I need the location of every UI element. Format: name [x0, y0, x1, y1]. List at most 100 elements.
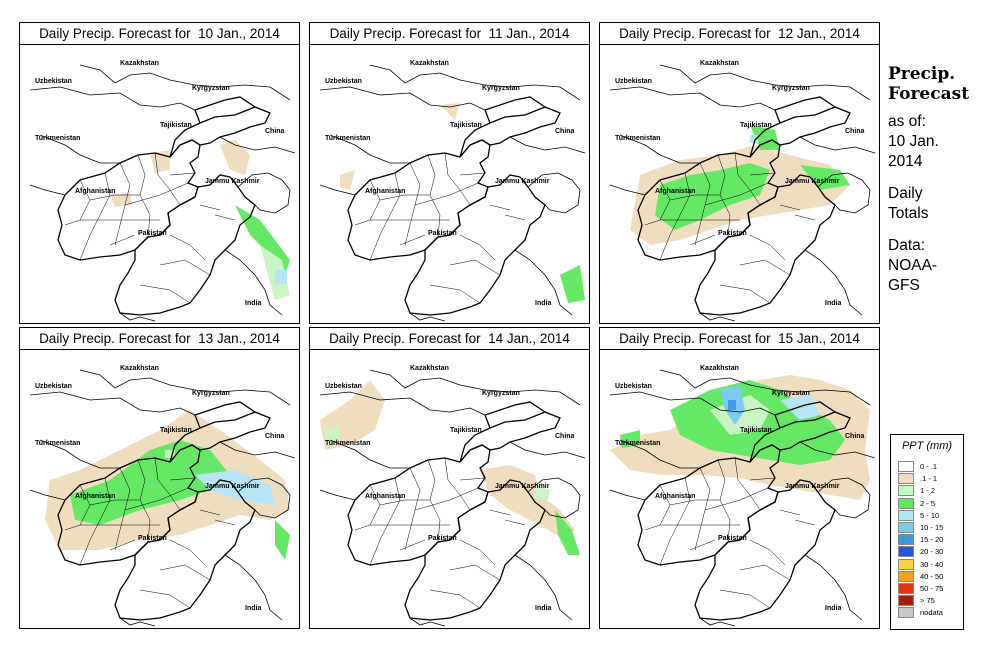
label-tajikistan: Tajikistan	[450, 122, 482, 129]
panel-title: Daily Precip. Forecast for 11 Jan., 2014	[310, 23, 589, 45]
legend-swatch	[898, 595, 914, 607]
label-kazakhstan: Kazakhstan	[120, 365, 159, 372]
daily-label: Daily	[888, 185, 923, 202]
precip-map: Kazakhstan Uzbekistan Kyrgyzstan Tajikis…	[310, 350, 589, 628]
label-tajikistan: Tajikistan	[160, 122, 192, 129]
asof-label: as of:	[888, 113, 926, 130]
label-jammu-kashmir: Jammu Kashmir	[495, 483, 550, 490]
label-uzbekistan: Uzbekistan	[35, 78, 72, 85]
label-jammu-kashmir: Jammu Kashmir	[785, 178, 840, 185]
legend-label: 40 - 50	[920, 571, 944, 581]
legend-label: 10 - 15	[920, 523, 944, 532]
label-turkmenistan: Turkmenistan	[35, 440, 80, 447]
legend-item: 5 - 10	[898, 509, 939, 521]
label-afghanistan: Afghanistan	[655, 188, 695, 195]
label-pakistan: Pakistan	[428, 535, 457, 542]
map-svg: Kazakhstan Uzbekistan Kyrgyzstan Tajikis…	[29, 365, 296, 627]
label-turkmenistan: Turkmenistan	[615, 440, 660, 447]
label-afghanistan: Afghanistan	[655, 493, 695, 500]
label-pakistan: Pakistan	[718, 230, 747, 237]
panel-title: Daily Precip. Forecast for 12 Jan., 2014	[600, 23, 879, 45]
precip-map: Kazakhstan Uzbekistan Kyrgyzstan Tajikis…	[600, 350, 879, 628]
precip-map: Kazakhstan Uzbekistan Kyrgyzstan Tajikis…	[20, 45, 299, 323]
panel-title: Daily Precip. Forecast for 13 Jan., 2014	[20, 328, 299, 350]
panel-title: Daily Precip. Forecast for 10 Jan., 2014	[20, 23, 299, 45]
forecast-panel-2: Daily Precip. Forecast for 11 Jan., 2014…	[309, 22, 590, 324]
legend-label: 50 - 75	[920, 584, 944, 593]
label-pakistan: Pakistan	[428, 230, 457, 237]
panel-title: Daily Precip. Forecast for 14 Jan., 2014	[310, 328, 589, 350]
label-uzbekistan: Uzbekistan	[325, 383, 362, 390]
legend-item: 2 - 5	[898, 497, 936, 509]
legend-label: 30 - 40	[920, 559, 944, 569]
label-kyrgyzstan: Kyrgyzstan	[482, 390, 520, 397]
legend-item: .1 - 1	[898, 473, 938, 485]
label-kazakhstan: Kazakhstan	[700, 60, 739, 67]
legend-item: 1 - 2	[898, 485, 935, 497]
label-kyrgyzstan: Kyrgyzstan	[772, 390, 810, 397]
legend-swatch	[898, 461, 914, 472]
data-source-1: NOAA-	[888, 257, 938, 274]
label-tajikistan: Tajikistan	[740, 122, 772, 129]
label-kyrgyzstan: Kyrgyzstan	[482, 85, 520, 92]
asof-date: 10 Jan.	[888, 133, 939, 150]
legend-swatch	[898, 607, 914, 619]
legend-item: 15 - 20	[898, 534, 944, 546]
legend-swatch	[898, 497, 914, 509]
map-svg: Kazakhstan Uzbekistan Kyrgyzstan Tajikis…	[609, 365, 876, 627]
label-turkmenistan: Turkmenistan	[35, 135, 80, 142]
legend-label: 0 - .1	[920, 462, 938, 471]
legend-item: 50 - 75	[898, 583, 943, 594]
asof-year: 2014	[888, 153, 923, 170]
label-china: China	[555, 128, 575, 135]
map-svg: Kazakhstan Uzbekistan Kyrgyzstan Tajikis…	[609, 60, 876, 322]
label-kazakhstan: Kazakhstan	[120, 60, 159, 67]
label-kazakhstan: Kazakhstan	[410, 60, 449, 67]
label-kyrgyzstan: Kyrgyzstan	[772, 85, 810, 92]
legend-swatch	[898, 473, 914, 485]
legend-label: 2 - 5	[920, 498, 936, 508]
sidebar-title-2: Forecast	[888, 84, 970, 104]
label-uzbekistan: Uzbekistan	[325, 78, 362, 85]
label-turkmenistan: Turkmenistan	[325, 135, 370, 142]
map-svg: Kazakhstan Uzbekistan Kyrgyzstan Tajikis…	[319, 365, 586, 627]
label-uzbekistan: Uzbekistan	[615, 383, 652, 390]
legend-label: nodata	[920, 608, 943, 618]
map-svg: Kazakhstan Uzbekistan Kyrgyzstan Tajikis…	[29, 60, 296, 322]
label-china: China	[265, 433, 285, 440]
forecast-panel-6: Daily Precip. Forecast for 15 Jan., 2014…	[599, 327, 880, 629]
legend-swatch	[898, 558, 914, 570]
label-tajikistan: Tajikistan	[450, 427, 482, 434]
legend-swatch	[898, 522, 914, 533]
precip-map: Kazakhstan Uzbekistan Kyrgyzstan Tajikis…	[20, 350, 299, 628]
label-china: China	[265, 128, 285, 135]
label-china: China	[845, 433, 865, 440]
legend-item: 30 - 40	[898, 558, 944, 570]
data-source-2: GFS	[888, 277, 920, 294]
legend-swatch	[898, 583, 914, 594]
label-afghanistan: Afghanistan	[75, 493, 115, 500]
label-jammu-kashmir: Jammu Kashmir	[495, 178, 550, 185]
legend-label: 20 - 30	[920, 547, 944, 557]
label-afghanistan: Afghanistan	[365, 188, 405, 195]
legend-swatch	[898, 534, 914, 546]
legend-label: .1 - 1	[920, 474, 938, 484]
label-india: India	[535, 300, 551, 307]
label-india: India	[245, 605, 261, 612]
panel-title: Daily Precip. Forecast for 15 Jan., 2014	[600, 328, 879, 350]
label-uzbekistan: Uzbekistan	[615, 78, 652, 85]
legend-swatch	[898, 485, 914, 497]
forecast-panel-3: Daily Precip. Forecast for 12 Jan., 2014…	[599, 22, 880, 324]
legend-label: 15 - 20	[920, 535, 944, 545]
label-tajikistan: Tajikistan	[160, 427, 192, 434]
label-pakistan: Pakistan	[138, 535, 167, 542]
label-turkmenistan: Turkmenistan	[325, 440, 370, 447]
legend-swatch	[898, 546, 914, 558]
label-afghanistan: Afghanistan	[365, 493, 405, 500]
label-jammu-kashmir: Jammu Kashmir	[785, 483, 840, 490]
legend-title: PPT (mm)	[901, 440, 953, 452]
precip-map: Kazakhstan Uzbekistan Kyrgyzstan Tajikis…	[310, 45, 589, 323]
label-jammu-kashmir: Jammu Kashmir	[205, 178, 260, 185]
legend-item: 10 - 15	[898, 522, 943, 533]
label-kazakhstan: Kazakhstan	[700, 365, 739, 372]
